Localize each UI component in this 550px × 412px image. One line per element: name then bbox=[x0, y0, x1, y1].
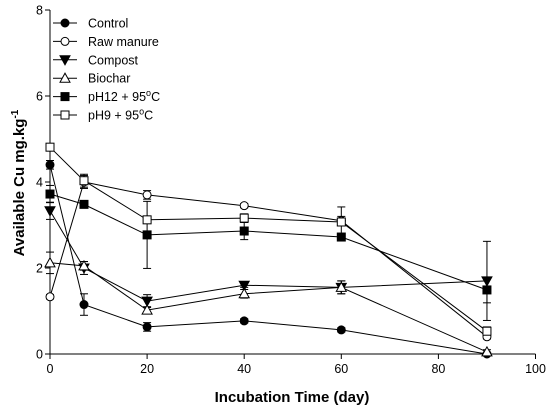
data-point-ph12-95c bbox=[336, 232, 346, 242]
data-point-biochar bbox=[78, 259, 90, 271]
legend-label-text: Biochar bbox=[88, 72, 130, 86]
legend-item-biochar: Biochar bbox=[53, 72, 130, 86]
series-line-ph12-95c bbox=[49, 193, 488, 291]
legend-marker-square-open-icon bbox=[60, 110, 70, 120]
data-point-ph9-95c bbox=[45, 142, 55, 152]
legend-label-tail: C bbox=[144, 109, 153, 123]
data-point-biochar bbox=[481, 345, 493, 357]
legend-label: pH9 + 95oC bbox=[88, 107, 153, 123]
markers bbox=[44, 142, 493, 359]
data-point-ph12-95c bbox=[239, 226, 249, 236]
data-point-compost bbox=[44, 206, 56, 217]
data-point-biochar bbox=[44, 256, 56, 268]
data-point-biochar bbox=[335, 281, 348, 292]
legend-label-superscript: o bbox=[146, 88, 151, 98]
data-point-compost bbox=[141, 296, 153, 308]
legend-label: Control bbox=[88, 17, 128, 31]
x-tick-label: 20 bbox=[140, 362, 154, 376]
x-tick-label: 40 bbox=[237, 362, 251, 376]
y-tick-label: 8 bbox=[36, 4, 43, 18]
y-tick-label: 2 bbox=[36, 262, 43, 276]
legend-item-raw-manure: Raw manure bbox=[53, 35, 159, 49]
legend-item-ph9-95c: pH9 + 95oC bbox=[53, 107, 153, 123]
y-axis-title-main: Available Cu mg.kg bbox=[11, 119, 28, 257]
legend-marker-triangle-down-filled-icon bbox=[59, 55, 71, 66]
legend-label: pH12 + 95oC bbox=[88, 88, 160, 104]
data-point-control bbox=[45, 160, 55, 170]
y-axis-title: Available Cu mg.kg-1 bbox=[10, 109, 28, 256]
data-point-ph9-95c bbox=[482, 326, 492, 336]
legend-label: Biochar bbox=[88, 72, 130, 86]
legend-item-ph12-95c: pH12 + 95oC bbox=[53, 88, 160, 104]
x-axis-title: Incubation Time (day) bbox=[215, 389, 370, 406]
series-line-control bbox=[49, 164, 487, 355]
data-point-ph12-95c bbox=[142, 230, 152, 240]
series-line-raw-manure bbox=[49, 181, 488, 338]
data-point-compost bbox=[238, 280, 251, 292]
legend-label: Raw manure bbox=[88, 35, 159, 49]
data-point-control bbox=[336, 325, 346, 335]
legend-item-control: Control bbox=[53, 17, 128, 31]
x-tick-label: 0 bbox=[47, 362, 54, 376]
data-point-raw-manure bbox=[142, 190, 152, 200]
legend-label-text: Compost bbox=[88, 53, 139, 67]
legend-marker-circle-filled-icon bbox=[60, 18, 70, 28]
data-point-control bbox=[239, 316, 249, 326]
data-point-compost bbox=[481, 276, 493, 287]
series-line-compost bbox=[49, 210, 487, 302]
data-point-ph9-95c bbox=[142, 215, 152, 225]
x-tick-label: 100 bbox=[525, 362, 546, 376]
data-point-control bbox=[79, 300, 89, 310]
data-point-raw-manure bbox=[45, 292, 55, 302]
data-point-biochar bbox=[238, 287, 251, 299]
legend-label-text: pH12 + 95 bbox=[88, 90, 146, 104]
data-point-ph9-95c bbox=[79, 176, 89, 186]
legend-label-text: Raw manure bbox=[88, 35, 159, 49]
legend-marker-square-filled-icon bbox=[60, 92, 70, 102]
y-tick-label: 6 bbox=[36, 90, 43, 104]
x-tick-label: 60 bbox=[334, 362, 348, 376]
y-tick-label: 4 bbox=[36, 176, 43, 190]
error-bars bbox=[46, 143, 491, 355]
x-tick-label: 80 bbox=[431, 362, 445, 376]
data-point-biochar bbox=[141, 304, 153, 315]
series-line-ph9-95c bbox=[49, 146, 488, 332]
legend-label: Compost bbox=[88, 53, 139, 67]
series-lines bbox=[49, 146, 488, 355]
legend-label-text: pH9 + 95 bbox=[88, 109, 139, 123]
data-point-ph9-95c bbox=[239, 213, 249, 223]
series-line-biochar bbox=[49, 262, 488, 353]
legend-label-text: Control bbox=[88, 17, 128, 31]
legend-label-tail: C bbox=[151, 90, 160, 104]
legend-marker-circle-open-icon bbox=[60, 36, 70, 46]
data-point-ph9-95c bbox=[336, 217, 346, 227]
y-ticks: 0 2 4 6 8 bbox=[36, 4, 50, 362]
data-point-ph12-95c bbox=[482, 285, 492, 295]
legend-label-superscript: o bbox=[139, 107, 144, 117]
y-tick-label: 0 bbox=[36, 348, 43, 362]
data-point-control bbox=[142, 322, 152, 332]
y-axis-title-superscript: -1 bbox=[10, 109, 21, 118]
legend-marker-triangle-up-open-icon bbox=[59, 72, 71, 83]
data-point-ph12-95c bbox=[45, 189, 55, 199]
data-point-ph12-95c bbox=[79, 199, 89, 209]
legend-item-compost: Compost bbox=[53, 53, 139, 67]
x-ticks: 0 20 40 60 80 100 bbox=[47, 354, 546, 376]
legend: Control Raw manure Compost Biochar pH12 + 95… bbox=[53, 17, 160, 123]
data-point-raw-manure bbox=[239, 201, 249, 211]
